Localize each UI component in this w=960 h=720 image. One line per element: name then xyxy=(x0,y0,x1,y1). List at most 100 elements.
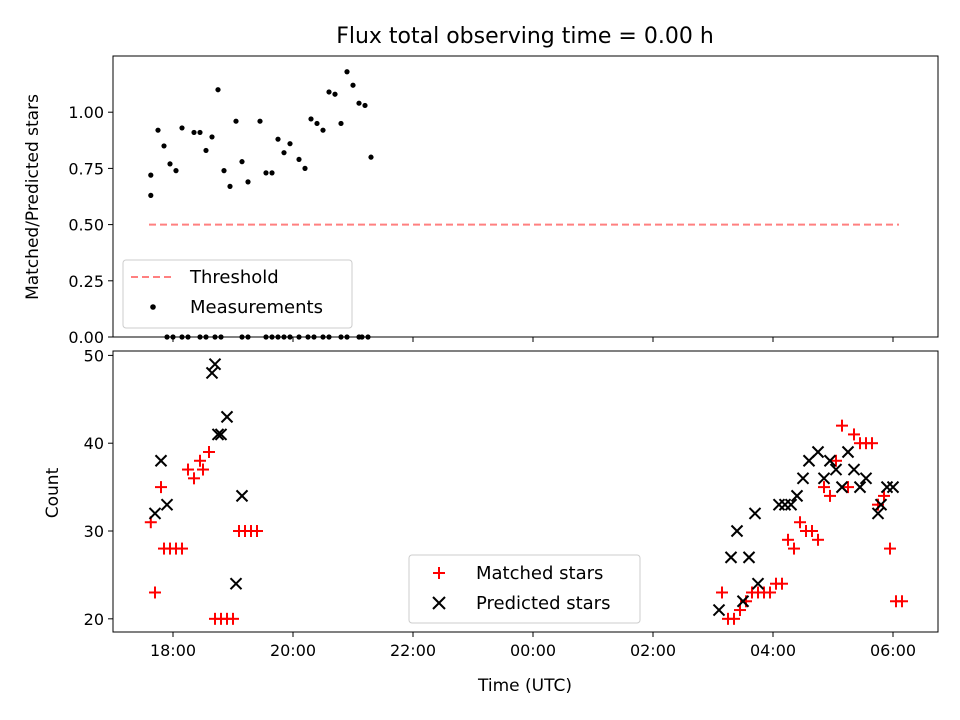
top-legend-box xyxy=(122,259,353,329)
bottom-y-tick-label: 50 xyxy=(84,346,104,365)
matched-star-point xyxy=(194,454,206,467)
measurement-point xyxy=(269,170,275,176)
top-y-axis-label: Matched/Predicted stars xyxy=(23,94,43,300)
measurement-point xyxy=(362,102,368,109)
measurement-point xyxy=(350,82,356,88)
top-y-tick-label: 0.00 xyxy=(68,328,104,347)
legend-matched-swatch xyxy=(433,567,445,579)
measurement-point xyxy=(179,125,185,131)
measurement-point xyxy=(308,116,314,122)
matched-star-point xyxy=(227,612,239,625)
measurement-point xyxy=(167,161,173,167)
predicted-star-point xyxy=(859,472,873,485)
matched-star-point xyxy=(842,481,854,494)
x-tick-label: 02:00 xyxy=(630,641,676,660)
x-tick-label: 18:00 xyxy=(150,641,196,660)
predicted-star-point xyxy=(853,480,867,494)
matched-star-point xyxy=(734,604,746,617)
predicted-star-point xyxy=(205,366,219,380)
measurement-point xyxy=(257,118,263,124)
bottom-legend-box xyxy=(408,554,641,624)
top-legend: Threshold Measurements xyxy=(122,259,353,329)
bottom-y-tick-label: 20 xyxy=(84,610,104,629)
top-y-tick-label: 0.25 xyxy=(68,272,104,291)
x-tick-label: 06:00 xyxy=(870,641,916,660)
predicted-star-point xyxy=(712,603,726,617)
measurement-point xyxy=(155,127,161,133)
predicted-star-point xyxy=(724,551,738,564)
bottom-y-tick-label: 30 xyxy=(84,522,104,541)
x-tick-label: 04:00 xyxy=(750,641,796,660)
matched-star-point xyxy=(896,595,908,608)
measurement-point xyxy=(221,168,227,174)
legend-measurements-label: Measurements xyxy=(190,297,323,318)
predicted-star-point xyxy=(148,507,162,520)
measurement-point xyxy=(245,179,251,185)
predicted-star-point xyxy=(742,551,756,564)
matched-star-point xyxy=(176,542,188,555)
top-y-tick-label: 0.75 xyxy=(68,159,104,178)
predicted-star-point xyxy=(823,454,837,467)
measurement-point xyxy=(332,91,338,97)
top-y-tick-label: 1.00 xyxy=(68,103,104,122)
measurement-point xyxy=(239,159,245,165)
bottom-plot-area: 20 30 40 50 18:00 20:00 22:00 00:00 02:00 04:00 06… xyxy=(84,346,916,660)
matched-star-point xyxy=(764,586,776,599)
matched-star-point xyxy=(776,577,788,590)
predicted-star-point xyxy=(214,428,228,441)
matched-star-point xyxy=(824,489,836,502)
predicted-star-point xyxy=(829,463,843,476)
top-plot-frame xyxy=(112,55,939,338)
matched-star-point xyxy=(788,542,800,555)
measurement-point xyxy=(287,141,293,147)
x-axis-label: Time (UTC) xyxy=(477,676,572,696)
measurement-point xyxy=(209,134,215,140)
matched-star-point xyxy=(197,463,209,476)
matched-star-point xyxy=(794,516,806,529)
measurement-point xyxy=(148,192,154,198)
x-tick-label: 20:00 xyxy=(270,641,316,660)
measurement-point xyxy=(161,143,167,149)
legend-predicted-label: Predicted stars xyxy=(476,593,610,614)
legend-measurements-swatch xyxy=(150,304,156,310)
bottom-y-axis-label: Count xyxy=(43,467,63,518)
matched-star-point xyxy=(182,463,194,476)
measurement-point xyxy=(296,156,302,163)
predicted-star-point xyxy=(847,463,861,476)
predicted-star-point xyxy=(790,489,804,503)
measurement-point xyxy=(344,69,350,75)
matched-star-point xyxy=(818,481,830,494)
matched-star-point xyxy=(716,586,728,599)
predicted-star-point xyxy=(208,357,222,371)
measurement-point xyxy=(281,150,287,156)
measurement-point xyxy=(326,89,332,95)
predicted-star-point xyxy=(229,577,243,590)
matched-star-point xyxy=(884,542,896,555)
measurement-point xyxy=(356,100,362,106)
predicted-star-point xyxy=(784,498,798,511)
matched-star-point xyxy=(782,533,794,546)
predicted-star-point xyxy=(751,577,765,590)
measurement-point xyxy=(233,118,239,124)
predicted-star-point xyxy=(874,498,888,511)
measurement-point xyxy=(314,120,320,127)
bottom-plot-frame xyxy=(112,350,939,633)
predicted-star-point xyxy=(220,410,234,424)
legend-matched-label: Matched stars xyxy=(476,563,603,584)
predicted-star-point xyxy=(880,480,894,494)
predicted-star-point xyxy=(835,480,849,494)
matched-star-point xyxy=(188,472,200,485)
predicted-star-point xyxy=(730,524,744,538)
x-tick-label: 00:00 xyxy=(510,641,556,660)
matched-star-point xyxy=(830,454,842,467)
matched-star-point xyxy=(866,437,878,450)
matched-star-point xyxy=(149,586,161,599)
predicted-star-point xyxy=(748,507,762,520)
predicted-star-point xyxy=(871,507,885,520)
legend-predicted-swatch xyxy=(432,596,446,610)
matched-star-point xyxy=(251,525,263,538)
matched-star-point xyxy=(848,428,860,441)
measurement-point xyxy=(302,165,308,171)
predicted-star-point xyxy=(796,472,810,485)
